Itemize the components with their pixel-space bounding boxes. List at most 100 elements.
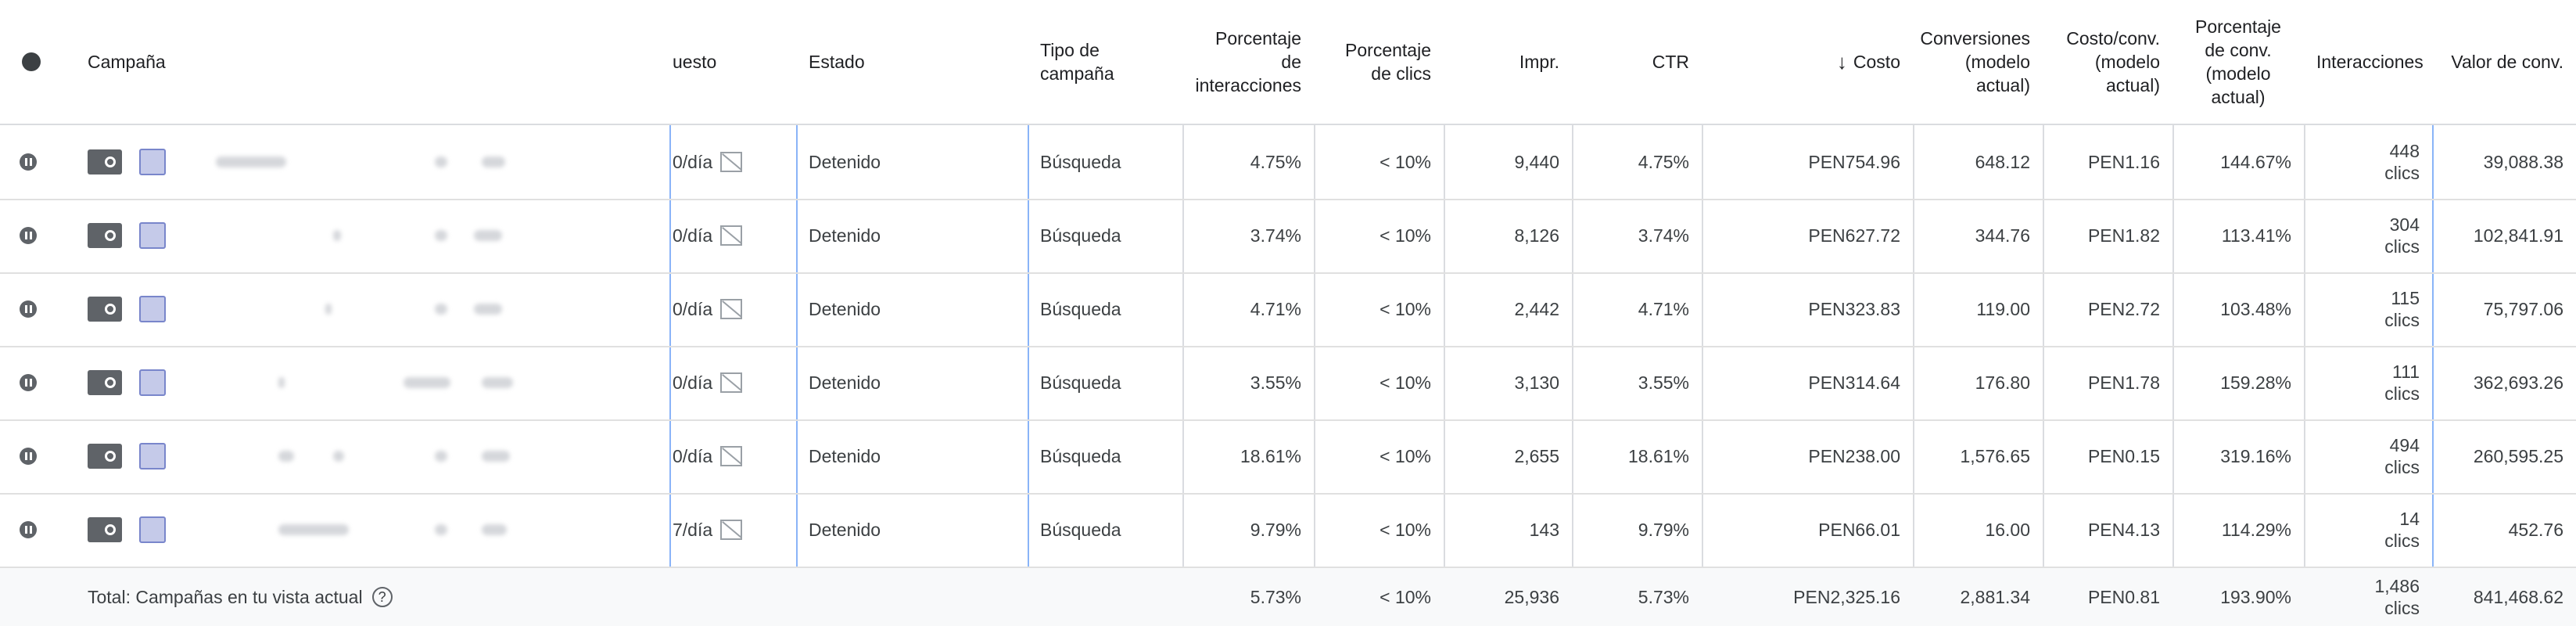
redacted-text: [435, 451, 447, 462]
column-divider: [2304, 0, 2305, 626]
conversions-cell: 648.12: [1975, 151, 2030, 172]
column-divider: [669, 0, 671, 626]
click-rate-cell: < 10%: [1379, 151, 1431, 172]
campaign-name[interactable]: [75, 493, 654, 567]
conversions-cell: 1,576.65: [1960, 445, 2030, 466]
interactions-unit: clics: [2384, 163, 2420, 183]
campaign-thumbnail: [139, 443, 166, 470]
interaction-rate-cell: 4.71%: [1250, 298, 1301, 319]
interactions-value: 494: [2389, 435, 2420, 455]
header-status[interactable]: Estado: [809, 52, 865, 72]
type-cell: Búsqueda: [1040, 225, 1121, 246]
budget-cell[interactable]: 0/día: [669, 125, 796, 199]
redacted-text: [435, 524, 447, 535]
header-ctr[interactable]: CTR: [1652, 52, 1689, 72]
header-cost-conv[interactable]: Costo/conv. (modelo actual): [2066, 28, 2160, 95]
header-impressions[interactable]: Impr.: [1519, 52, 1559, 72]
column-divider: [1702, 0, 1703, 626]
interactions-value: 14: [2399, 509, 2420, 529]
campaign-name[interactable]: [75, 199, 654, 272]
interaction-rate-cell: 9.79%: [1250, 519, 1301, 540]
help-icon[interactable]: ?: [371, 587, 393, 607]
search-campaign-icon: [88, 223, 122, 248]
redacted-text: [474, 304, 502, 315]
status-cell: Detenido: [809, 519, 881, 540]
header-click-rate[interactable]: Porcentaje de clics: [1345, 40, 1431, 84]
type-cell: Búsqueda: [1040, 151, 1121, 172]
conv-rate-cell: 144.67%: [2220, 151, 2291, 172]
campaign-name[interactable]: [75, 346, 654, 419]
redacted-text: [435, 230, 447, 241]
column-divider: [1028, 0, 1029, 626]
header-conversions[interactable]: Conversiones (modelo actual): [1920, 28, 2030, 95]
interactions-value: 111: [2392, 362, 2420, 382]
status-toggle[interactable]: [0, 272, 41, 346]
table-row[interactable]: 0/día Detenido Búsqueda 18.61% < 10% 2,6…: [0, 419, 2576, 495]
select-all-dot[interactable]: [0, 0, 63, 124]
cost-conv-cell: PEN2.72: [2087, 298, 2160, 319]
status-cell: Detenido: [809, 298, 881, 319]
conv-value-cell: 75,797.06: [2483, 298, 2563, 319]
status-toggle[interactable]: [0, 493, 41, 567]
campaign-thumbnail: [139, 149, 166, 175]
campaign-name[interactable]: [75, 272, 654, 346]
header-budget[interactable]: uesto: [673, 52, 717, 72]
column-divider: [1913, 0, 1914, 626]
campaign-name[interactable]: [75, 125, 654, 199]
type-cell: Búsqueda: [1040, 298, 1121, 319]
status-toggle[interactable]: [0, 199, 41, 272]
redacted-text: [333, 230, 341, 241]
table-row[interactable]: 0/día Detenido Búsqueda 3.55% < 10% 3,13…: [0, 346, 2576, 421]
impressions-cell: 8,126: [1514, 225, 1559, 246]
campaign-thumbnail: [139, 516, 166, 543]
cost-conv-cell: PEN1.82: [2087, 225, 2160, 246]
type-cell: Búsqueda: [1040, 519, 1121, 540]
redacted-text: [482, 377, 513, 388]
table-row[interactable]: 7/día Detenido Búsqueda 9.79% < 10% 143 …: [0, 493, 2576, 568]
header-type[interactable]: Tipo de campaña: [1040, 40, 1114, 84]
status-toggle[interactable]: [0, 419, 41, 493]
pause-icon: [20, 448, 37, 465]
header-interactions[interactable]: Interacciones: [2316, 52, 2424, 72]
budget-cell[interactable]: 0/día: [669, 199, 796, 272]
interactions-value: 304: [2389, 214, 2420, 235]
budget-cell[interactable]: 7/día: [669, 493, 796, 567]
table-row[interactable]: 0/día Detenido Búsqueda 3.74% < 10% 8,12…: [0, 199, 2576, 274]
interaction-rate-cell: 18.61%: [1240, 445, 1301, 466]
budget-value: 0/día: [673, 298, 713, 319]
pause-icon: [20, 521, 37, 538]
total-conversions: 2,881.34: [1960, 586, 2030, 607]
interactions-cell: 448 clics: [2304, 125, 2432, 199]
cost-conv-cell: PEN4.13: [2087, 519, 2160, 540]
conv-value-cell: 39,088.38: [2483, 151, 2563, 172]
column-divider: [796, 0, 798, 626]
interactions-cell: 115 clics: [2304, 272, 2432, 346]
table-row[interactable]: 0/día Detenido Búsqueda 4.75% < 10% 9,44…: [0, 125, 2576, 200]
header-campaign[interactable]: Campaña: [88, 52, 166, 72]
campaign-name[interactable]: [75, 419, 654, 493]
status-toggle[interactable]: [0, 125, 41, 199]
redacted-text: [325, 304, 332, 315]
budget-cell[interactable]: 0/día: [669, 346, 796, 419]
header-cost[interactable]: ↓ Costo: [1702, 0, 1913, 124]
table-row[interactable]: 0/día Detenido Búsqueda 4.71% < 10% 2,44…: [0, 272, 2576, 347]
conversions-cell: 344.76: [1975, 225, 2030, 246]
column-divider: [2172, 0, 2174, 626]
redacted-text: [333, 451, 344, 462]
header-conv-value[interactable]: Valor de conv.: [2451, 52, 2563, 72]
budget-cell[interactable]: 0/día: [669, 272, 796, 346]
interactions-unit: clics: [2384, 383, 2420, 404]
total-interactions-unit: clics: [2384, 598, 2420, 618]
redacted-text: [278, 451, 294, 462]
redacted-text: [435, 156, 447, 167]
budget-cell[interactable]: 0/día: [669, 419, 796, 493]
pause-icon: [20, 300, 37, 318]
conversions-cell: 119.00: [1976, 298, 2030, 319]
column-divider: [2432, 0, 2434, 626]
total-conv-rate: 193.90%: [2220, 586, 2291, 607]
status-toggle[interactable]: [0, 346, 41, 419]
header-interaction-rate[interactable]: Porcentaje de interacciones: [1195, 28, 1301, 95]
header-conv-rate[interactable]: Porcentaje de conv. (modelo actual): [2195, 16, 2281, 107]
search-campaign-icon: [88, 517, 122, 542]
